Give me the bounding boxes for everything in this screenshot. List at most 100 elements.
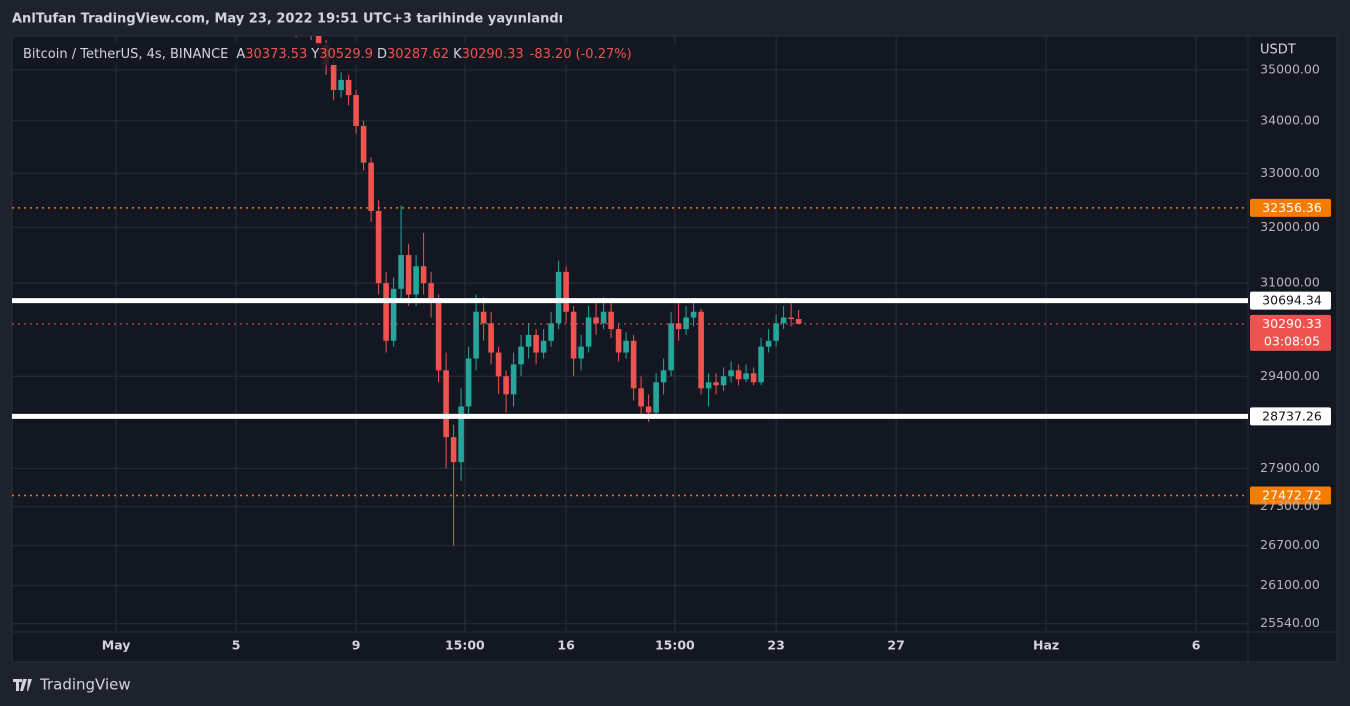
candle-body (413, 266, 419, 295)
high-label: Y (310, 47, 319, 62)
y-tick-label: 27300.00 (1260, 498, 1320, 513)
legend: Bitcoin / TetherUS, 4s, BINANCE A30373.53… (23, 47, 632, 62)
candle-body (773, 323, 779, 341)
candle-body (518, 346, 524, 365)
legend-backdrop (18, 43, 678, 65)
level-label: 27472.72 (1262, 487, 1322, 502)
candle-body (548, 323, 554, 341)
candle-body (660, 370, 667, 383)
candle-body (473, 311, 479, 359)
candle-body (638, 388, 644, 407)
candle-body (705, 382, 712, 389)
candle-body (555, 271, 562, 324)
x-tick-label: 6 (1192, 638, 1201, 653)
y-tick-label: 31000.00 (1260, 275, 1320, 290)
candles (295, 36, 802, 546)
candle-body (390, 288, 397, 341)
candle-body (330, 64, 337, 91)
candle-body (630, 340, 637, 389)
countdown: 03:08:05 (1264, 333, 1320, 348)
candle-body (540, 340, 547, 353)
candle-body (353, 95, 359, 126)
candle-body (488, 323, 494, 353)
candle-body (405, 255, 412, 295)
level-label-box (1250, 407, 1331, 426)
candle-body (368, 162, 374, 211)
candle-body (728, 370, 734, 377)
candle-body (698, 311, 704, 389)
candle-body (713, 382, 719, 386)
x-tick-label: 23 (767, 638, 784, 653)
candle-body (645, 406, 652, 413)
y-tick-label: 26100.00 (1260, 577, 1320, 592)
level-label-box (1250, 198, 1331, 217)
level-label-box (1250, 314, 1331, 351)
x-tick-label: May (102, 638, 131, 653)
candle-body (375, 210, 382, 284)
candle-body (315, 36, 322, 45)
candle-body (690, 311, 697, 318)
close-value: 30290.33 (462, 47, 524, 62)
candle-body (608, 311, 614, 330)
y-tick-label: 26700.00 (1260, 537, 1320, 552)
candle-body (735, 370, 742, 380)
candle-body (450, 437, 457, 463)
candle-body (428, 283, 434, 301)
candle-body (683, 317, 689, 330)
level-label-box (1250, 486, 1331, 505)
candle-body (570, 311, 577, 359)
candle-body (668, 323, 674, 371)
close-label: K (453, 47, 462, 62)
level-label: 28737.26 (1262, 408, 1322, 423)
x-tick-label: 15:00 (445, 638, 485, 653)
level-label-box (1250, 291, 1331, 310)
candle-body (458, 406, 464, 463)
candle-body (765, 340, 772, 347)
candle-body (780, 317, 787, 324)
candle-body (383, 283, 389, 341)
x-tick-label: 16 (557, 638, 575, 653)
symbol-title: Bitcoin / TetherUS, 4s, BINANCE (23, 47, 228, 62)
high-value: 30529.9 (319, 47, 373, 62)
candle-body (593, 317, 599, 324)
footer-brand: TradingView (39, 676, 131, 694)
y-tick-label: 35000.00 (1260, 61, 1320, 76)
candle-body (443, 370, 449, 438)
open-value: 30373.53 (245, 47, 307, 62)
candle-body (795, 319, 802, 324)
grid (12, 36, 1248, 632)
candle-body (675, 323, 682, 330)
candle-body (503, 376, 509, 395)
level-label: 30694.34 (1262, 293, 1322, 308)
x-tick-label: 27 (887, 638, 904, 653)
candle-body (360, 125, 367, 163)
candle-body (653, 382, 659, 413)
candle-body (435, 300, 442, 371)
candle-body (525, 334, 532, 347)
x-tick-label: 15:00 (655, 638, 695, 653)
x-tick-label: 9 (352, 638, 361, 653)
candle-body (578, 346, 584, 359)
level-label: 30290.33 (1262, 316, 1322, 331)
y-tick-label: 29400.00 (1260, 368, 1320, 383)
y-tick-label: 33000.00 (1260, 165, 1320, 180)
low-label: D (377, 47, 387, 62)
candle-body (533, 334, 539, 353)
logo-mark (13, 679, 32, 691)
candle-body (480, 311, 487, 324)
levels: 32356.36 30694.34 30290.33 03:08:05 28737.26… (12, 198, 1331, 505)
candle-body (743, 373, 749, 380)
footer-logo: TradingView (13, 676, 131, 694)
candle-body (420, 266, 427, 284)
candle-body (465, 358, 472, 407)
candle-body (758, 346, 764, 383)
candle-body (563, 271, 569, 312)
candle-body (585, 317, 592, 347)
candle-body (495, 352, 502, 377)
y-tick-label: 32000.00 (1260, 219, 1320, 234)
candle-body (788, 317, 794, 320)
candle-body (345, 79, 352, 96)
y-tick-label: 34000.00 (1260, 112, 1320, 127)
candle-body (615, 329, 622, 353)
